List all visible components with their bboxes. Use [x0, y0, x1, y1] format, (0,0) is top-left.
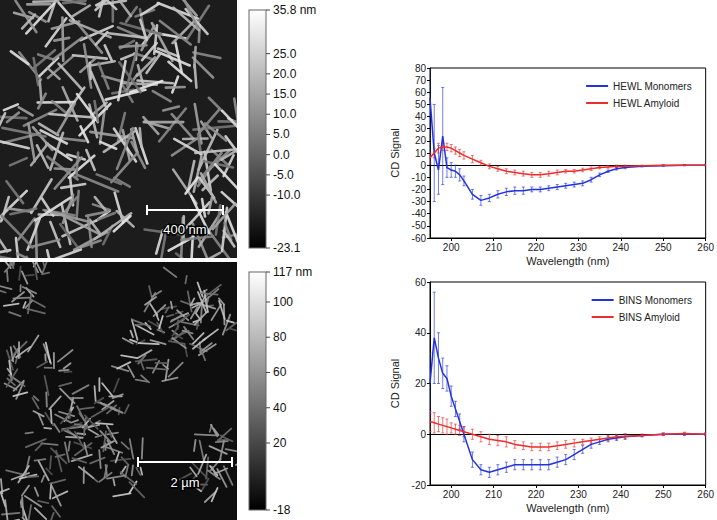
svg-text:BINS Amyloid: BINS Amyloid	[619, 312, 680, 323]
svg-text:220: 220	[528, 489, 545, 500]
svg-text:230: 230	[570, 242, 587, 253]
svg-text:20.0: 20.0	[273, 67, 297, 81]
svg-text:220: 220	[528, 242, 545, 253]
svg-text:250: 250	[655, 489, 672, 500]
svg-text:-30: -30	[412, 196, 427, 207]
svg-text:15.0: 15.0	[273, 87, 297, 101]
svg-text:80: 80	[273, 330, 287, 344]
svg-text:-5.0: -5.0	[273, 168, 294, 182]
svg-text:260: 260	[697, 489, 714, 500]
svg-text:-18: -18	[273, 503, 291, 517]
svg-text:-20: -20	[412, 480, 427, 491]
svg-text:30: 30	[415, 123, 427, 134]
svg-text:60: 60	[415, 87, 427, 98]
svg-text:260: 260	[697, 242, 714, 253]
svg-text:400 nm: 400 nm	[163, 222, 206, 237]
svg-text:Wavelength (nm): Wavelength (nm)	[526, 502, 609, 514]
svg-text:40: 40	[415, 327, 427, 338]
svg-text:0.0: 0.0	[273, 148, 290, 162]
svg-text:5.0: 5.0	[273, 127, 290, 141]
svg-text:CD Signal: CD Signal	[389, 359, 401, 409]
svg-text:20: 20	[273, 436, 287, 450]
svg-text:-60: -60	[412, 233, 427, 244]
svg-text:Wavelength (nm): Wavelength (nm)	[526, 255, 609, 267]
svg-text:-50: -50	[412, 220, 427, 231]
svg-text:50: 50	[415, 99, 427, 110]
svg-text:210: 210	[485, 489, 502, 500]
svg-text:20: 20	[415, 135, 427, 146]
svg-text:240: 240	[612, 489, 629, 500]
svg-text:HEWL Monomers: HEWL Monomers	[613, 81, 692, 92]
svg-text:-40: -40	[412, 208, 427, 219]
svg-text:70: 70	[415, 75, 427, 86]
svg-text:80: 80	[415, 63, 427, 74]
svg-text:230: 230	[570, 489, 587, 500]
svg-text:2 µm: 2 µm	[170, 475, 199, 490]
svg-text:100: 100	[273, 295, 293, 309]
svg-text:210: 210	[485, 242, 502, 253]
svg-text:20: 20	[415, 378, 427, 389]
svg-text:60: 60	[273, 365, 287, 379]
svg-text:0: 0	[420, 160, 426, 171]
svg-text:-10: -10	[412, 172, 427, 183]
svg-text:240: 240	[612, 242, 629, 253]
svg-text:40: 40	[273, 401, 287, 415]
svg-text:35.8 nm: 35.8 nm	[273, 3, 316, 17]
svg-text:25.0: 25.0	[273, 47, 297, 61]
svg-text:40: 40	[415, 111, 427, 122]
svg-text:CD Signal: CD Signal	[389, 128, 401, 178]
svg-text:200: 200	[443, 242, 460, 253]
svg-text:200: 200	[443, 489, 460, 500]
svg-text:60: 60	[415, 277, 427, 288]
svg-text:0: 0	[420, 429, 426, 440]
svg-text:-10.0: -10.0	[273, 188, 301, 202]
svg-text:BINS Monomers: BINS Monomers	[619, 295, 692, 306]
svg-text:10: 10	[415, 148, 427, 159]
svg-text:-20: -20	[412, 184, 427, 195]
svg-text:HEWL Amyloid: HEWL Amyloid	[613, 98, 679, 109]
svg-text:10.0: 10.0	[273, 107, 297, 121]
svg-text:250: 250	[655, 242, 672, 253]
svg-text:-23.1: -23.1	[273, 241, 301, 255]
svg-text:117 nm: 117 nm	[273, 265, 312, 279]
